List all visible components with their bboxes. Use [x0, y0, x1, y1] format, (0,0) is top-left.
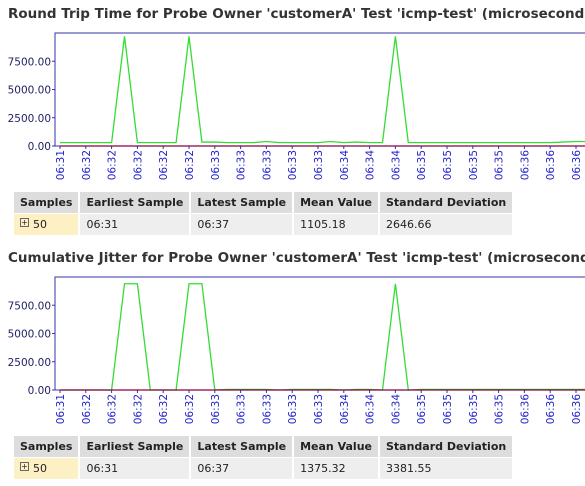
expand-button[interactable]: +: [20, 462, 29, 471]
y-tick-label: 7500.00: [8, 300, 51, 312]
cell-text: 3381.55: [385, 462, 432, 475]
header-cell: Earliest Sample: [80, 192, 190, 213]
x-tick-label: 06:35: [468, 394, 480, 424]
x-tick-label: 06:32: [158, 150, 170, 180]
y-tick-label: 2500.00: [8, 113, 51, 125]
y-tick-label: 0.00: [28, 141, 51, 153]
x-tick-label: 06:33: [236, 394, 248, 424]
chart-title: Round Trip Time for Probe Owner 'custome…: [8, 6, 585, 22]
cell: 06:31: [80, 458, 190, 479]
cell-text: 50: [33, 462, 47, 475]
cell: +50: [14, 458, 79, 479]
cell: 3381.55: [379, 458, 513, 479]
plot-area: [54, 32, 585, 147]
stats-table: Samples Earliest Sample Latest Sample Mean …: [12, 435, 514, 480]
cell: 1105.18: [294, 214, 378, 235]
data-row: +50 06:31 06:37 1375.32 3381.55: [14, 458, 513, 479]
header-cell: Mean Value: [294, 192, 378, 213]
x-tick-label: 06:33: [313, 150, 325, 180]
x-tick-label: 06:33: [313, 394, 325, 424]
x-tick-label: 06:31: [55, 394, 67, 424]
y-tick-label: 0.00: [28, 385, 51, 397]
x-tick-label: 06:33: [287, 394, 299, 424]
header-cell: Standard Deviation: [379, 436, 513, 457]
chart-title: Cumulative Jitter for Probe Owner 'custo…: [8, 250, 585, 266]
x-tick-label: 06:35: [442, 394, 454, 424]
header-cell: Latest Sample: [191, 192, 293, 213]
x-tick-label: 06:35: [416, 150, 428, 180]
x-tick-label: 06:33: [236, 150, 248, 180]
header-cell: Standard Deviation: [379, 192, 513, 213]
x-tick-label: 06:32: [132, 150, 144, 180]
x-tick-label: 06:35: [442, 150, 454, 180]
cell-text: 1105.18: [300, 218, 346, 231]
x-tick-label: 06:35: [494, 150, 506, 180]
x-tick-label: 06:32: [81, 394, 93, 424]
x-tick-label: 06:33: [261, 150, 273, 180]
x-tick-label: 06:34: [365, 394, 377, 425]
x-tick-label: 06:33: [287, 150, 299, 180]
x-tick-label: 06:33: [210, 394, 222, 424]
cell-text: 06:37: [197, 218, 230, 231]
cell: +50: [14, 214, 79, 235]
x-tick-label: 06:34: [390, 394, 402, 425]
x-tick-label: 06:32: [158, 394, 170, 424]
data-row: +50 06:31 06:37 1105.18 2646.66: [14, 214, 513, 235]
x-tick-label: 06:35: [416, 394, 428, 424]
data-line: [60, 36, 585, 144]
x-tick-label: 06:32: [81, 150, 93, 180]
x-tick-label: 06:34: [339, 150, 351, 181]
cell: 06:37: [191, 458, 293, 479]
y-tick-label: 5000.00: [8, 85, 51, 97]
x-tick-label: 06:34: [339, 394, 351, 425]
header-row: Samples Earliest Sample Latest Sample Mean …: [14, 192, 513, 213]
x-tick-label: 06:36: [571, 150, 583, 181]
x-tick-label: 06:35: [468, 150, 480, 180]
header-cell: Samples: [14, 192, 79, 213]
x-tick-label: 06:34: [390, 150, 402, 181]
cell-text: 06:31: [86, 218, 119, 231]
x-tick-label: 06:32: [107, 150, 119, 180]
x-tick-label: 06:32: [132, 394, 144, 424]
cell: 06:37: [191, 214, 293, 235]
x-tick-label: 06:35: [494, 394, 506, 424]
plot-area: [54, 276, 585, 391]
x-tick-label: 06:34: [365, 150, 377, 181]
cell: 2646.66: [379, 214, 513, 235]
x-tick-label: 06:36: [519, 150, 531, 181]
cell-text: 1375.32: [300, 462, 346, 475]
x-tick-label: 06:32: [107, 394, 119, 424]
cell: 1375.32: [294, 458, 378, 479]
cell-text: 06:37: [197, 462, 230, 475]
y-tick-label: 2500.00: [8, 357, 51, 369]
x-tick-label: 06:36: [545, 150, 557, 181]
header-cell: Samples: [14, 436, 79, 457]
stats-table: Samples Earliest Sample Latest Sample Mean …: [12, 191, 514, 236]
cell: 06:31: [80, 214, 190, 235]
x-tick-label: 06:31: [55, 150, 67, 180]
x-tick-label: 06:36: [519, 394, 531, 425]
x-tick-label: 06:33: [210, 150, 222, 180]
cell-text: 06:31: [86, 462, 119, 475]
header-cell: Earliest Sample: [80, 436, 190, 457]
header-cell: Mean Value: [294, 436, 378, 457]
x-tick-label: 06:32: [184, 394, 196, 424]
header-cell: Latest Sample: [191, 436, 293, 457]
cell-text: 50: [33, 218, 47, 231]
x-tick-label: 06:33: [261, 394, 273, 424]
y-tick-label: 5000.00: [8, 329, 51, 341]
x-tick-label: 06:32: [184, 150, 196, 180]
x-tick-label: 06:36: [545, 394, 557, 425]
x-tick-label: 06:36: [571, 394, 583, 425]
cell-text: 2646.66: [385, 218, 432, 231]
y-tick-label: 7500.00: [8, 56, 51, 68]
expand-button[interactable]: +: [20, 218, 29, 227]
header-row: Samples Earliest Sample Latest Sample Mean …: [14, 436, 513, 457]
